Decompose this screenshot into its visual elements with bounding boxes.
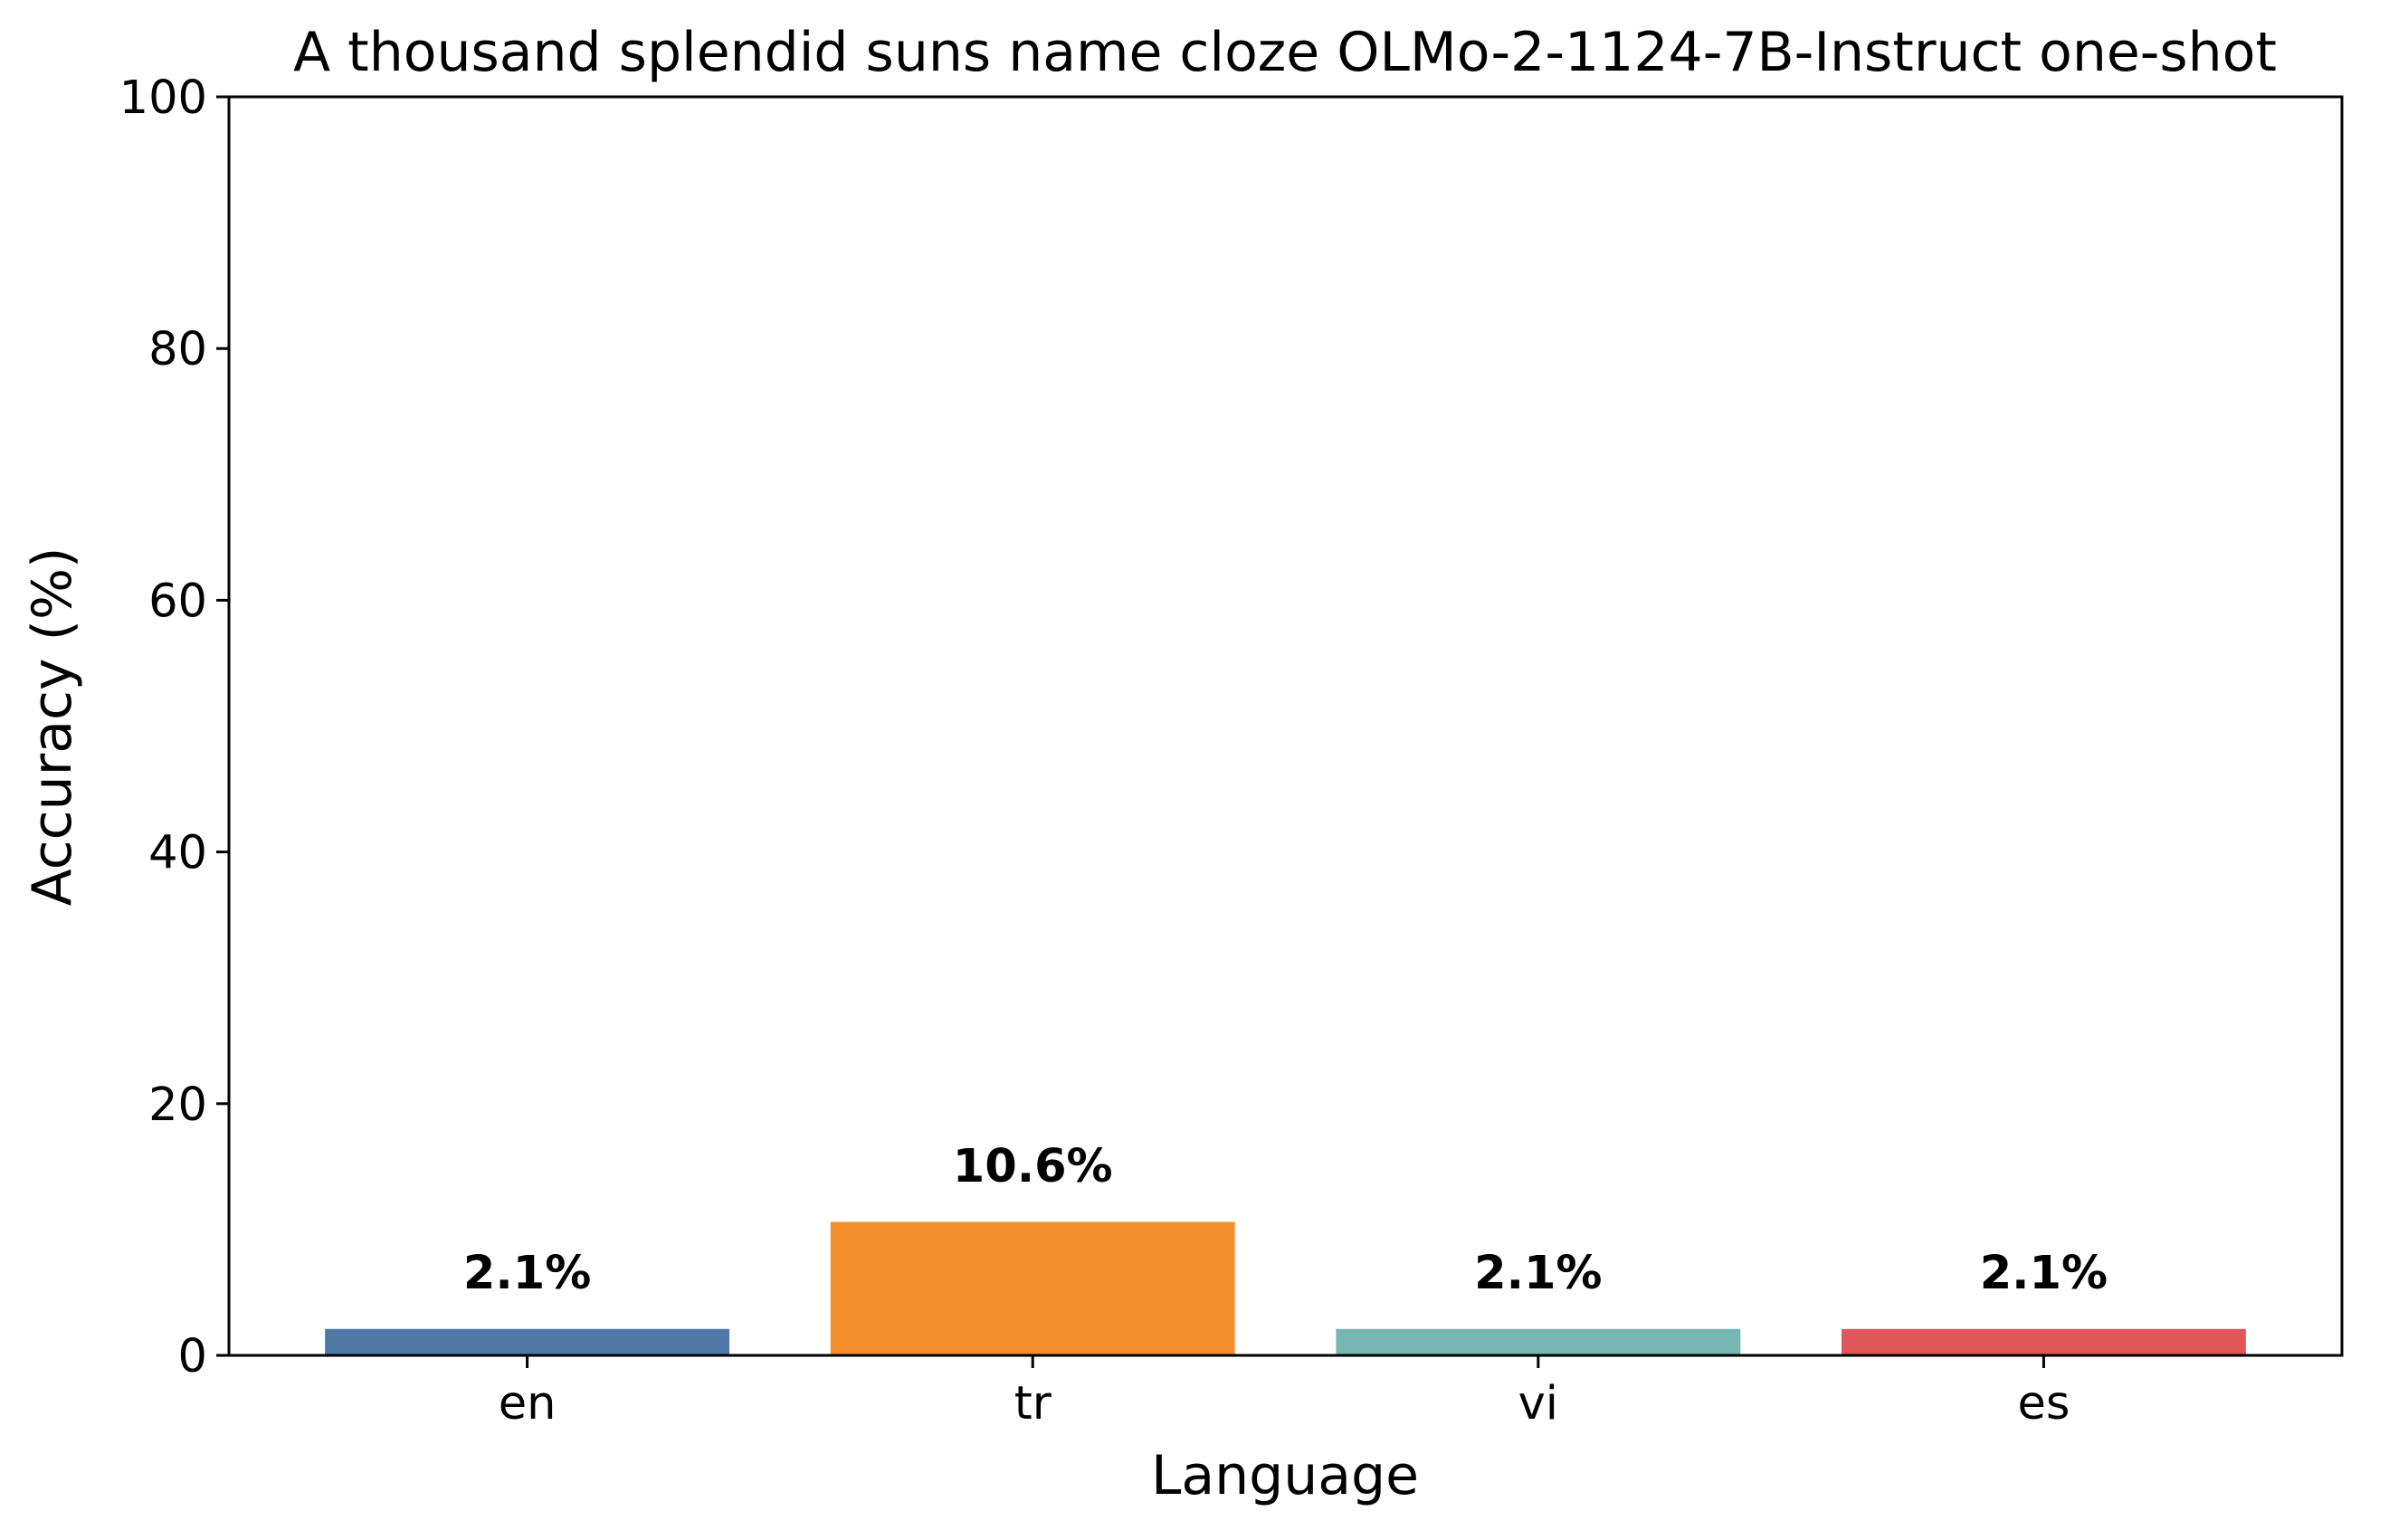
data-labels-layer: 2.1% 10.6% 2.1% 2.1% [463,1140,2108,1300]
x-axis: en tr vi es [499,1355,2070,1430]
y-tick-label-80: 80 [148,323,207,376]
y-tick-label-100: 100 [119,71,207,125]
y-axis-label: Accuracy (%) [21,547,84,907]
x-tick-label-vi: vi [1518,1377,1558,1430]
x-tick-label-es: es [2017,1377,2070,1430]
x-axis-label: Language [1151,1444,1419,1507]
y-tick-label-40: 40 [148,827,207,880]
bars-layer [325,1221,2246,1355]
y-tick-label-20: 20 [148,1079,207,1132]
x-tick-label-en: en [499,1377,557,1430]
y-axis: 0 20 40 60 80 100 [119,71,229,1383]
bar-tr [830,1221,1235,1355]
data-label-vi: 2.1% [1474,1247,1602,1300]
data-label-tr: 10.6% [953,1140,1113,1193]
bar-vi [1336,1328,1741,1355]
data-label-es: 2.1% [1980,1247,2108,1300]
data-label-en: 2.1% [463,1247,591,1300]
plot-area-frame [227,95,2344,1357]
chart-title: A thousand splendid suns name cloze OLMo… [293,21,2277,84]
bar-en [325,1328,730,1355]
x-tick-label-tr: tr [1014,1377,1052,1430]
y-tick-label-0: 0 [178,1330,207,1383]
bar-es [1841,1328,2246,1355]
y-tick-label-60: 60 [148,575,207,628]
